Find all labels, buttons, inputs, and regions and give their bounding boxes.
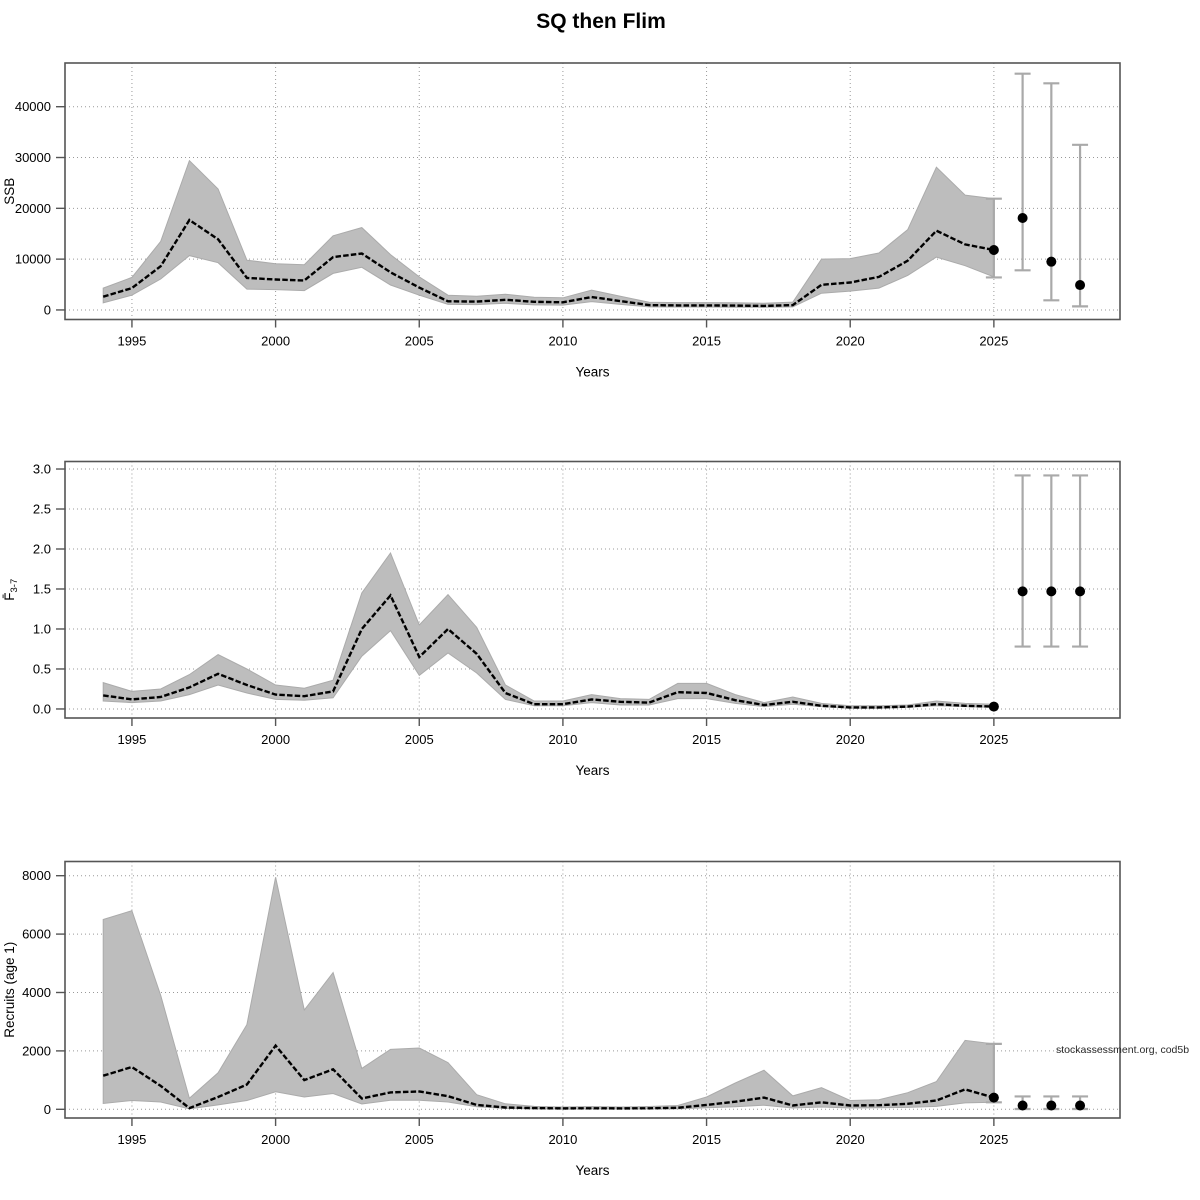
chart-title: SQ then Flim <box>536 10 666 33</box>
y-axis-label: SSB <box>2 178 17 205</box>
x-tick-label: 2000 <box>261 334 290 349</box>
x-tick-label: 2020 <box>836 334 865 349</box>
x-tick-label: 2000 <box>261 732 290 747</box>
y-tick-label: 10000 <box>15 252 51 267</box>
y-tick-label: 2.5 <box>33 502 51 517</box>
y-tick-label: 1.0 <box>33 621 51 636</box>
median-line <box>102 218 995 308</box>
forecast-point <box>1075 280 1086 291</box>
y-tick-label: 2.0 <box>33 541 51 556</box>
y-tick-label: 0 <box>44 1102 51 1117</box>
x-tick-label: 2010 <box>548 334 577 349</box>
confidence-band <box>102 159 995 308</box>
y-tick-label: 6000 <box>22 927 51 942</box>
axis-ticks <box>56 874 995 1126</box>
forecast-point <box>1046 586 1057 597</box>
x-tick-label: 1995 <box>117 334 146 349</box>
x-tick-label: 2005 <box>405 732 434 747</box>
forecast <box>985 1042 1089 1111</box>
x-tick-label: 2005 <box>405 334 434 349</box>
y-tick-label: 0.5 <box>33 661 51 676</box>
median-line <box>102 1043 995 1110</box>
forecast-point <box>1075 586 1086 597</box>
axis-frame <box>64 460 1121 719</box>
x-tick-label: 2010 <box>548 1132 577 1147</box>
x-tick-label: 1995 <box>117 732 146 747</box>
x-tick-label: 2020 <box>836 1132 865 1147</box>
x-axis-label: Years <box>575 365 609 380</box>
gridlines <box>65 461 1120 718</box>
ssb-panel: 1995 2000 2005 2010 2015 2020 2025 0 10000 20000 3… <box>2 62 1121 380</box>
forecast-point <box>1017 212 1028 223</box>
forecast-point <box>1017 1100 1028 1111</box>
axis-ticks <box>56 468 995 726</box>
y-tick-label: 40000 <box>15 99 51 114</box>
y-tick-label: 4000 <box>22 985 51 1000</box>
y-tick-label: 0.0 <box>33 701 51 716</box>
recruits-panel: 1995 2000 2005 2010 2015 2020 2025 0 2000 4000 600… <box>2 860 1121 1178</box>
y-tick-label: 1.5 <box>33 581 51 596</box>
y-axis-label: Recruits (age 1) <box>2 942 17 1038</box>
forecast-point <box>1075 1100 1086 1111</box>
forecast-point <box>1046 256 1057 267</box>
x-tick-label: 2020 <box>836 732 865 747</box>
forecast <box>988 474 1089 712</box>
x-tick-label: 2015 <box>692 732 721 747</box>
confidence-band <box>102 551 995 709</box>
y-tick-label: 30000 <box>15 150 51 165</box>
x-tick-label: 2015 <box>692 1132 721 1147</box>
x-tick-label: 2025 <box>979 334 1008 349</box>
y-tick-label: 3.0 <box>33 462 51 477</box>
forecast-point <box>988 244 999 255</box>
axis-frame <box>64 62 1121 321</box>
x-axis-label: Years <box>575 763 609 778</box>
watermark: stockassessment.org, cod5b <box>1056 1044 1189 1056</box>
y-tick-label: 0 <box>44 302 51 317</box>
y-tick-label: 8000 <box>22 868 51 883</box>
median-line <box>103 593 994 709</box>
forecast-point <box>988 701 999 712</box>
x-tick-label: 2005 <box>405 1132 434 1147</box>
y-tick-label: 20000 <box>15 201 51 216</box>
confidence-band <box>102 877 995 1110</box>
forecast-point <box>1046 1100 1057 1111</box>
x-axis-label: Years <box>575 1163 609 1178</box>
x-tick-label: 2000 <box>261 1132 290 1147</box>
x-tick-label: 1995 <box>117 1132 146 1147</box>
forecast <box>985 72 1089 308</box>
axis-frame <box>64 860 1121 1119</box>
x-tick-label: 2025 <box>979 732 1008 747</box>
gridlines <box>65 63 1120 320</box>
y-tick-label: 2000 <box>22 1043 51 1058</box>
axis-ticks <box>56 105 995 328</box>
x-tick-label: 2025 <box>979 1132 1008 1147</box>
forecast-point <box>988 1092 999 1103</box>
x-tick-label: 2015 <box>692 334 721 349</box>
forecast-point <box>1017 586 1028 597</box>
x-tick-label: 2010 <box>548 732 577 747</box>
panels-container: 1995 2000 2005 2010 2015 2020 2025010000200003… <box>2 62 1121 1178</box>
fbar-panel: 1995 2000 2005 2010 2015 2020 2025 0.0 0.5 1.0 1.5… <box>2 460 1121 778</box>
y-axis-label: F̄3-7 <box>2 579 20 601</box>
